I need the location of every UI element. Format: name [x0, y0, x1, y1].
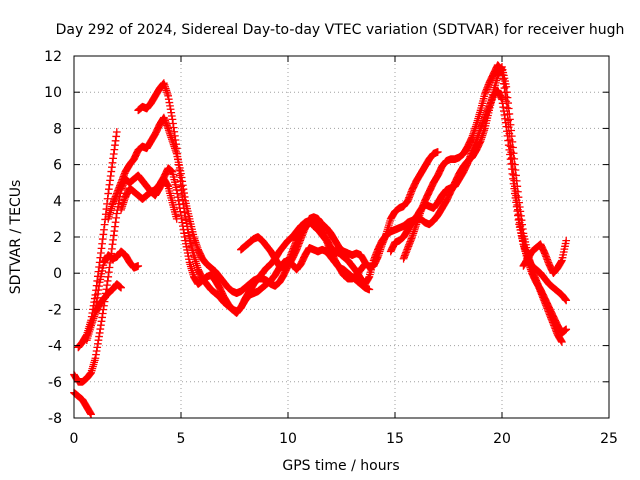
- data-point: [361, 260, 369, 268]
- data-point: [112, 128, 121, 136]
- axis-ticks: 0 5 10 15 20 25 -8 -6 -4 -2 0 2 4 6 8 10 12: [44, 49, 618, 447]
- y-axis-label: SDTVAR / TECUs: [8, 180, 24, 295]
- chart-title: Day 292 of 2024, Sidereal Day-to-day VTE…: [56, 22, 625, 38]
- y-tick-label: -8: [48, 411, 62, 427]
- y-tick-label: -6: [48, 375, 62, 391]
- y-tick-label: 0: [53, 266, 62, 282]
- data-point: [504, 123, 513, 131]
- series-points: [91, 247, 143, 314]
- y-tick-label: 6: [53, 158, 62, 174]
- data-point: [505, 129, 514, 138]
- x-tick-label: 0: [70, 431, 79, 447]
- y-tick-label: 12: [44, 49, 62, 65]
- x-tick-label: 10: [279, 431, 297, 447]
- y-tick-label: -4: [48, 339, 62, 355]
- data-point: [562, 236, 571, 245]
- x-tick-label: 20: [493, 431, 511, 447]
- data-point: [558, 338, 566, 346]
- data-point: [502, 97, 511, 106]
- data-point: [134, 262, 143, 270]
- series-points: [104, 113, 442, 297]
- y-tick-label: 2: [53, 230, 62, 246]
- data-point: [117, 283, 125, 292]
- y-tick-label: 4: [53, 194, 62, 210]
- grid-lines: [74, 56, 609, 418]
- series-points: [519, 236, 571, 278]
- data-point: [503, 110, 512, 119]
- data-point: [562, 296, 571, 305]
- y-tick-label: 10: [44, 85, 62, 101]
- data-point: [87, 410, 95, 419]
- series-points: [386, 63, 566, 346]
- data-point: [506, 136, 514, 144]
- series-points: [82, 280, 125, 345]
- y-tick-label: -2: [48, 302, 62, 318]
- data-point: [433, 148, 442, 156]
- data-point: [365, 285, 374, 294]
- x-axis-label: GPS time / hours: [282, 458, 399, 474]
- data-point: [504, 116, 512, 125]
- x-tick-label: 25: [600, 431, 618, 447]
- data-points: [70, 61, 571, 419]
- series-points: [399, 61, 571, 337]
- x-tick-label: 15: [386, 431, 404, 447]
- data-point: [503, 103, 511, 112]
- series-points: [70, 388, 95, 419]
- data-point: [562, 325, 571, 334]
- x-tick-label: 5: [177, 431, 186, 447]
- y-tick-label: 8: [53, 121, 62, 137]
